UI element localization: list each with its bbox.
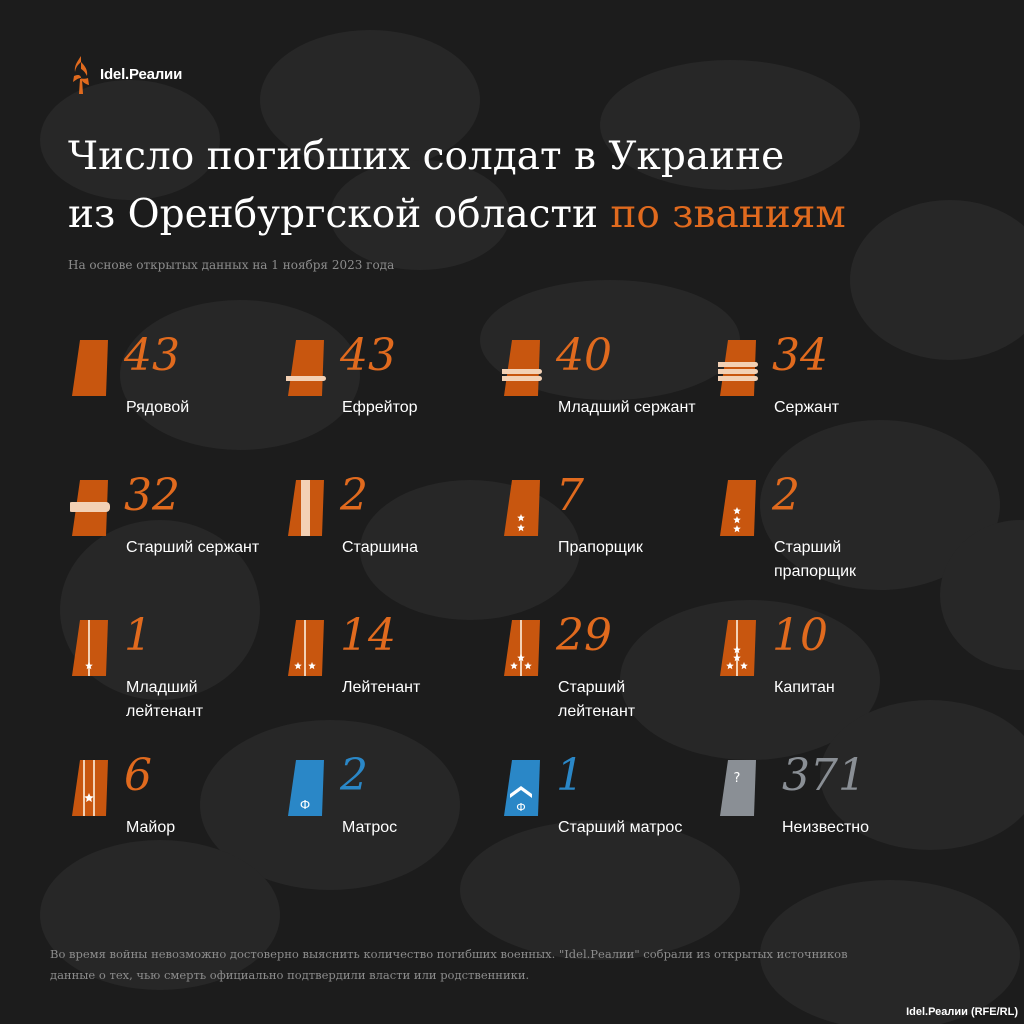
rank-count: 14 — [340, 610, 396, 661]
sergeant-strap-icon — [718, 340, 758, 396]
rank-item: 32 Старший сержант — [70, 470, 270, 588]
sergeant-major-strap-icon — [288, 480, 324, 536]
rank-label: Младший лейтенант — [126, 679, 204, 720]
rank-item: 10 Капитан — [718, 610, 918, 728]
logo-flame-icon — [73, 56, 89, 94]
rank-count: 1 — [556, 750, 584, 801]
camo-blob — [40, 840, 280, 990]
rank-count: 10 — [772, 610, 828, 661]
rank-count: 2 — [340, 470, 368, 521]
junior-lieutenant-strap-icon — [72, 620, 108, 676]
rank-label: Ефрейтор — [342, 399, 418, 416]
rank-count: 43 — [124, 330, 180, 381]
rank-label: Матрос — [342, 819, 398, 836]
senior-sailor-strap-icon: Ф — [504, 760, 540, 816]
rank-count: 7 — [556, 470, 584, 521]
rank-item: 40 Младший сержант — [502, 330, 702, 448]
rank-label: Старший прапорщик — [774, 539, 857, 580]
rank-count: 34 — [772, 330, 828, 381]
title-line-2: из Оренбургской области — [68, 192, 598, 237]
credit: Idel.Реалии (RFE/RL) — [906, 1006, 1018, 1018]
subtitle: На основе открытых данных на 1 ноября 20… — [68, 258, 395, 272]
rank-count: 43 — [340, 330, 396, 381]
footnote-line-2: данные о тех, чью смерть официально подт… — [50, 968, 530, 982]
rank-item: 2 Старший прапорщик — [718, 470, 918, 588]
rank-count: 1 — [124, 610, 152, 661]
warrant-officer-strap-icon — [504, 480, 540, 536]
rank-label: Майор — [126, 819, 176, 836]
rank-item: 6 Майор — [70, 750, 270, 868]
rank-count: 2 — [772, 470, 800, 521]
camo-blob — [40, 80, 220, 200]
rank-item: 43 Ефрейтор — [286, 330, 486, 448]
captain-strap-icon — [720, 620, 756, 676]
rank-count: 2 — [340, 750, 368, 801]
rank-item: 7 Прапорщик — [502, 470, 702, 588]
major-strap-icon — [72, 760, 108, 816]
rank-label: Лейтенант — [342, 679, 421, 696]
senior-lieutenant-strap-icon — [504, 620, 540, 676]
lieutenant-strap-icon — [288, 620, 324, 676]
rank-label: Неизвестно — [782, 819, 870, 836]
rank-label: Прапорщик — [558, 539, 643, 556]
camo-blob — [360, 480, 580, 620]
rank-label: Старший матрос — [558, 819, 683, 836]
footnote-line-1: Во время войны невозможно достоверно выя… — [50, 947, 848, 961]
camo-blob — [460, 820, 740, 960]
footnote: Во время войны невозможно достоверно выя… — [50, 944, 970, 986]
rank-item: Ф 1 Старший матрос — [502, 750, 702, 868]
svg-text:Ф: Ф — [516, 801, 525, 814]
svg-text:Ф: Ф — [300, 798, 310, 812]
senior-sergeant-strap-icon — [70, 480, 110, 536]
rank-item: 34 Сержант — [718, 330, 918, 448]
title-accent: по званиям — [610, 192, 846, 237]
unknown-strap-icon: ? — [720, 760, 756, 816]
rank-count: 32 — [124, 470, 180, 521]
page-title: Число погибших солдат в Украине из Оренб… — [68, 128, 846, 244]
rank-label: Старший сержант — [126, 539, 260, 556]
rank-label: Старшина — [342, 539, 419, 556]
private-strap-icon — [72, 340, 108, 396]
rank-item: 43 Рядовой — [70, 330, 270, 448]
camo-blob — [600, 60, 860, 190]
senior-warrant-officer-strap-icon — [720, 480, 756, 536]
rank-label: Рядовой — [126, 399, 190, 416]
rank-item: 2 Старшина — [286, 470, 486, 588]
camo-blob — [820, 700, 1024, 850]
sailor-strap-icon: Ф — [288, 760, 324, 816]
camo-blob — [760, 880, 1020, 1024]
logo: Idel.Реалии — [68, 52, 182, 96]
title-line-1: Число погибших солдат в Украине — [68, 134, 785, 179]
rank-label: Младший сержант — [558, 399, 696, 416]
rank-label: Сержант — [774, 399, 840, 416]
rank-item: 29 Старший лейтенант — [502, 610, 702, 728]
logo-text: Idel.Реалии — [100, 65, 183, 83]
rank-item: 14 Лейтенант — [286, 610, 486, 728]
camo-blob — [260, 30, 480, 170]
camo-blob — [330, 160, 510, 270]
rank-item: Ф 2 Матрос — [286, 750, 486, 868]
rank-count: 371 — [782, 750, 866, 801]
rank-count: 29 — [556, 610, 612, 661]
rank-count: 40 — [556, 330, 612, 381]
rank-label: Капитан — [774, 679, 835, 696]
svg-text:?: ? — [734, 771, 741, 786]
rank-item: ? 371 Неизвестно — [718, 750, 918, 868]
rank-label: Старший лейтенант — [558, 679, 636, 720]
rank-item: 1 Младший лейтенант — [70, 610, 270, 728]
lance-corporal-strap-icon — [286, 340, 326, 396]
rank-count: 6 — [124, 750, 152, 801]
junior-sergeant-strap-icon — [502, 340, 542, 396]
camo-blob — [850, 200, 1024, 360]
